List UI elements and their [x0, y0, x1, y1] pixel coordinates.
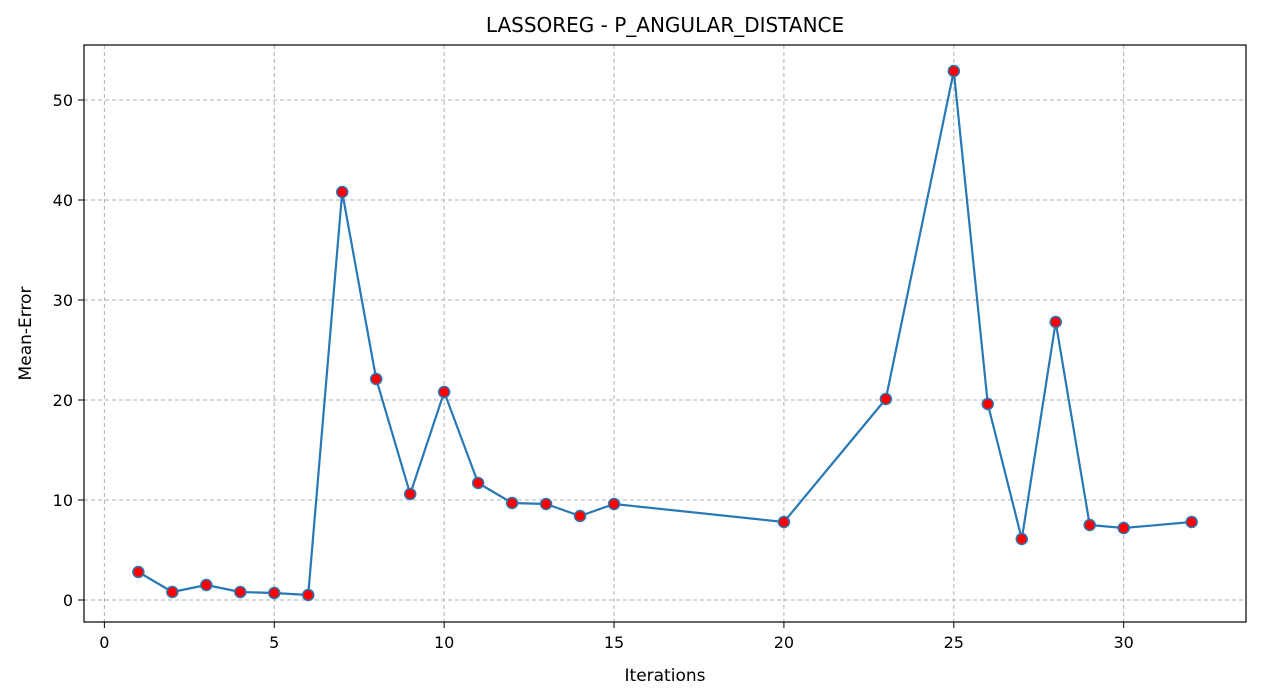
data-point: [1015, 532, 1029, 546]
x-tick-label: 20: [774, 633, 794, 652]
data-point: [132, 565, 145, 579]
x-tick-label: 10: [434, 633, 454, 652]
grid: [84, 45, 1246, 622]
data-point: [369, 372, 383, 386]
x-axis-ticks: 0 5 10 15 20 25 30: [99, 622, 1134, 652]
data-point: [471, 476, 485, 490]
chart-title: LASSOREG - P_ANGULAR_DISTANCE: [486, 13, 844, 37]
plot-area-frame: [83, 44, 1247, 623]
data-points: [132, 64, 1198, 602]
y-axis-label: Mean-Error: [16, 287, 36, 381]
data-point: [1185, 515, 1198, 529]
series-line-group: [137, 69, 1192, 597]
data-point: [1117, 521, 1130, 535]
data-point: [539, 497, 553, 511]
y-tick-label: 40: [53, 191, 73, 210]
y-tick-label: 0: [63, 591, 73, 610]
y-tick-label: 20: [53, 391, 73, 410]
y-tick-label: 10: [53, 491, 73, 510]
data-point: [200, 578, 213, 592]
series-line: [137, 69, 1192, 597]
data-point: [403, 487, 417, 501]
data-point: [335, 185, 349, 199]
x-tick-label: 5: [269, 633, 279, 652]
data-point: [505, 496, 519, 510]
y-tick-label: 50: [53, 91, 73, 110]
data-point: [1049, 315, 1062, 329]
data-point: [947, 64, 961, 78]
data-point: [1083, 518, 1096, 532]
data-point: [268, 586, 281, 600]
data-point: [234, 585, 247, 599]
data-point: [437, 385, 451, 399]
y-tick-label: 30: [53, 291, 73, 310]
x-axis-label: Iterations: [625, 666, 706, 686]
data-point: [981, 397, 995, 411]
x-tick-label: 0: [99, 633, 109, 652]
data-point: [607, 497, 621, 511]
data-point: [573, 509, 587, 523]
data-point: [301, 588, 315, 602]
x-tick-label: 15: [604, 633, 624, 652]
data-point: [879, 392, 893, 406]
x-tick-label: 30: [1114, 633, 1134, 652]
x-tick-label: 25: [944, 633, 964, 652]
data-point: [166, 585, 179, 599]
y-axis-ticks: 0 10 20 30 40 50: [53, 91, 84, 610]
data-point: [777, 515, 791, 529]
